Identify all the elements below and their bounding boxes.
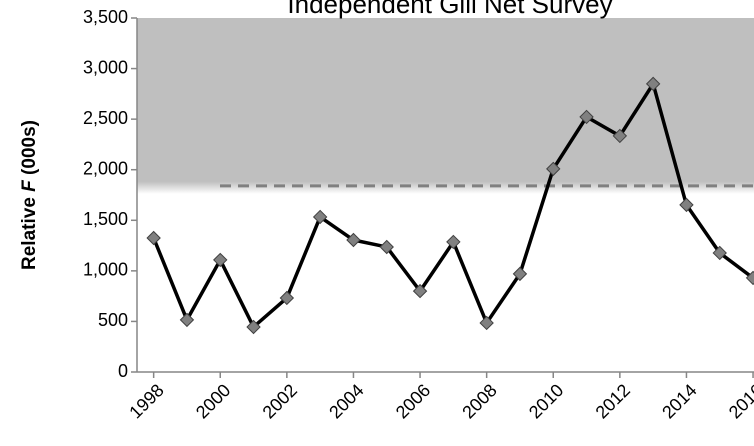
x-tick-label: 2016 bbox=[725, 380, 754, 422]
x-tick-label: 2004 bbox=[325, 380, 367, 422]
data-point bbox=[446, 234, 461, 250]
data-point bbox=[146, 230, 161, 246]
data-point bbox=[645, 76, 661, 92]
y-tick-label: 2,000 bbox=[83, 158, 128, 178]
x-tick-label: 2008 bbox=[458, 380, 500, 422]
y-axis-label-part: Relative bbox=[19, 192, 40, 270]
shaded-zone bbox=[137, 18, 754, 194]
y-tick-label: 1,500 bbox=[83, 209, 128, 229]
data-point bbox=[546, 161, 561, 177]
x-tick-label: 2010 bbox=[525, 380, 567, 422]
y-tick-label: 2,500 bbox=[83, 108, 128, 128]
data-point bbox=[213, 252, 228, 268]
data-point bbox=[745, 270, 754, 286]
y-axis-label-part: F bbox=[19, 179, 40, 192]
data-point bbox=[412, 283, 428, 299]
x-tick-label: 2002 bbox=[259, 380, 301, 422]
data-point bbox=[246, 319, 261, 335]
data-point bbox=[579, 109, 594, 125]
x-tick-label: 2000 bbox=[192, 380, 234, 422]
y-tick-label: 1,000 bbox=[83, 260, 128, 280]
x-tick-label: 2006 bbox=[392, 380, 434, 422]
data-point bbox=[379, 239, 394, 255]
x-tick-label: 2014 bbox=[658, 380, 700, 422]
data-point bbox=[712, 245, 727, 261]
data-point bbox=[679, 197, 694, 213]
y-tick-label: 3,000 bbox=[83, 57, 128, 77]
data-point bbox=[179, 312, 195, 328]
y-tick-label: 3,500 bbox=[83, 7, 128, 27]
data-point bbox=[512, 266, 528, 282]
y-axis-label: Relative F (000s) bbox=[19, 120, 40, 270]
y-axis-label-part: (000s) bbox=[19, 120, 40, 180]
data-point bbox=[312, 209, 328, 225]
y-tick-label: 0 bbox=[118, 361, 128, 381]
data-point bbox=[346, 232, 361, 248]
x-tick-label: 1998 bbox=[125, 380, 167, 422]
x-tick-label: 2012 bbox=[592, 380, 634, 422]
data-point bbox=[279, 290, 295, 306]
y-tick-label: 500 bbox=[98, 310, 128, 330]
data-point bbox=[479, 315, 494, 331]
data-point bbox=[612, 128, 628, 144]
chart-title: Independent Gill Net Survey bbox=[287, 0, 612, 19]
